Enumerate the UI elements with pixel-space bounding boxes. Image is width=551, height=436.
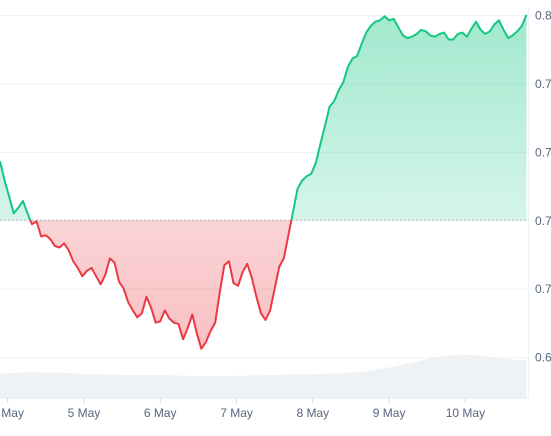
x-tick-label: 6 May (144, 406, 177, 420)
area-fill-below (30, 220, 292, 349)
y-tick-label: 0.7 (535, 214, 551, 228)
y-tick-label: 0.8 (535, 9, 551, 23)
area-fill-above (0, 14, 527, 221)
x-tick-label: 5 May (68, 406, 101, 420)
x-tick-label: 10 May (446, 406, 485, 420)
price-line (0, 14, 528, 350)
y-tick-label: 0.6 (535, 351, 551, 365)
y-tick-label: 0.7 (535, 145, 551, 159)
x-tick-label: 7 May (220, 406, 253, 420)
axes: 0.8 0.7 0.7 0.7 0.7 0.6 4 May 5 May 6 May 7 May 8 … (0, 8, 551, 420)
x-tick-label: 8 May (296, 406, 329, 420)
y-tick-label: 0.7 (535, 77, 551, 91)
x-tick-label: 4 May (0, 406, 24, 420)
price-line-above (0, 14, 528, 221)
x-tick-label: 9 May (373, 406, 406, 420)
y-tick-label: 0.7 (535, 282, 551, 296)
price-line-below (29, 220, 293, 350)
volume-area (0, 354, 527, 398)
price-area (0, 14, 527, 349)
volume-series (0, 354, 527, 398)
